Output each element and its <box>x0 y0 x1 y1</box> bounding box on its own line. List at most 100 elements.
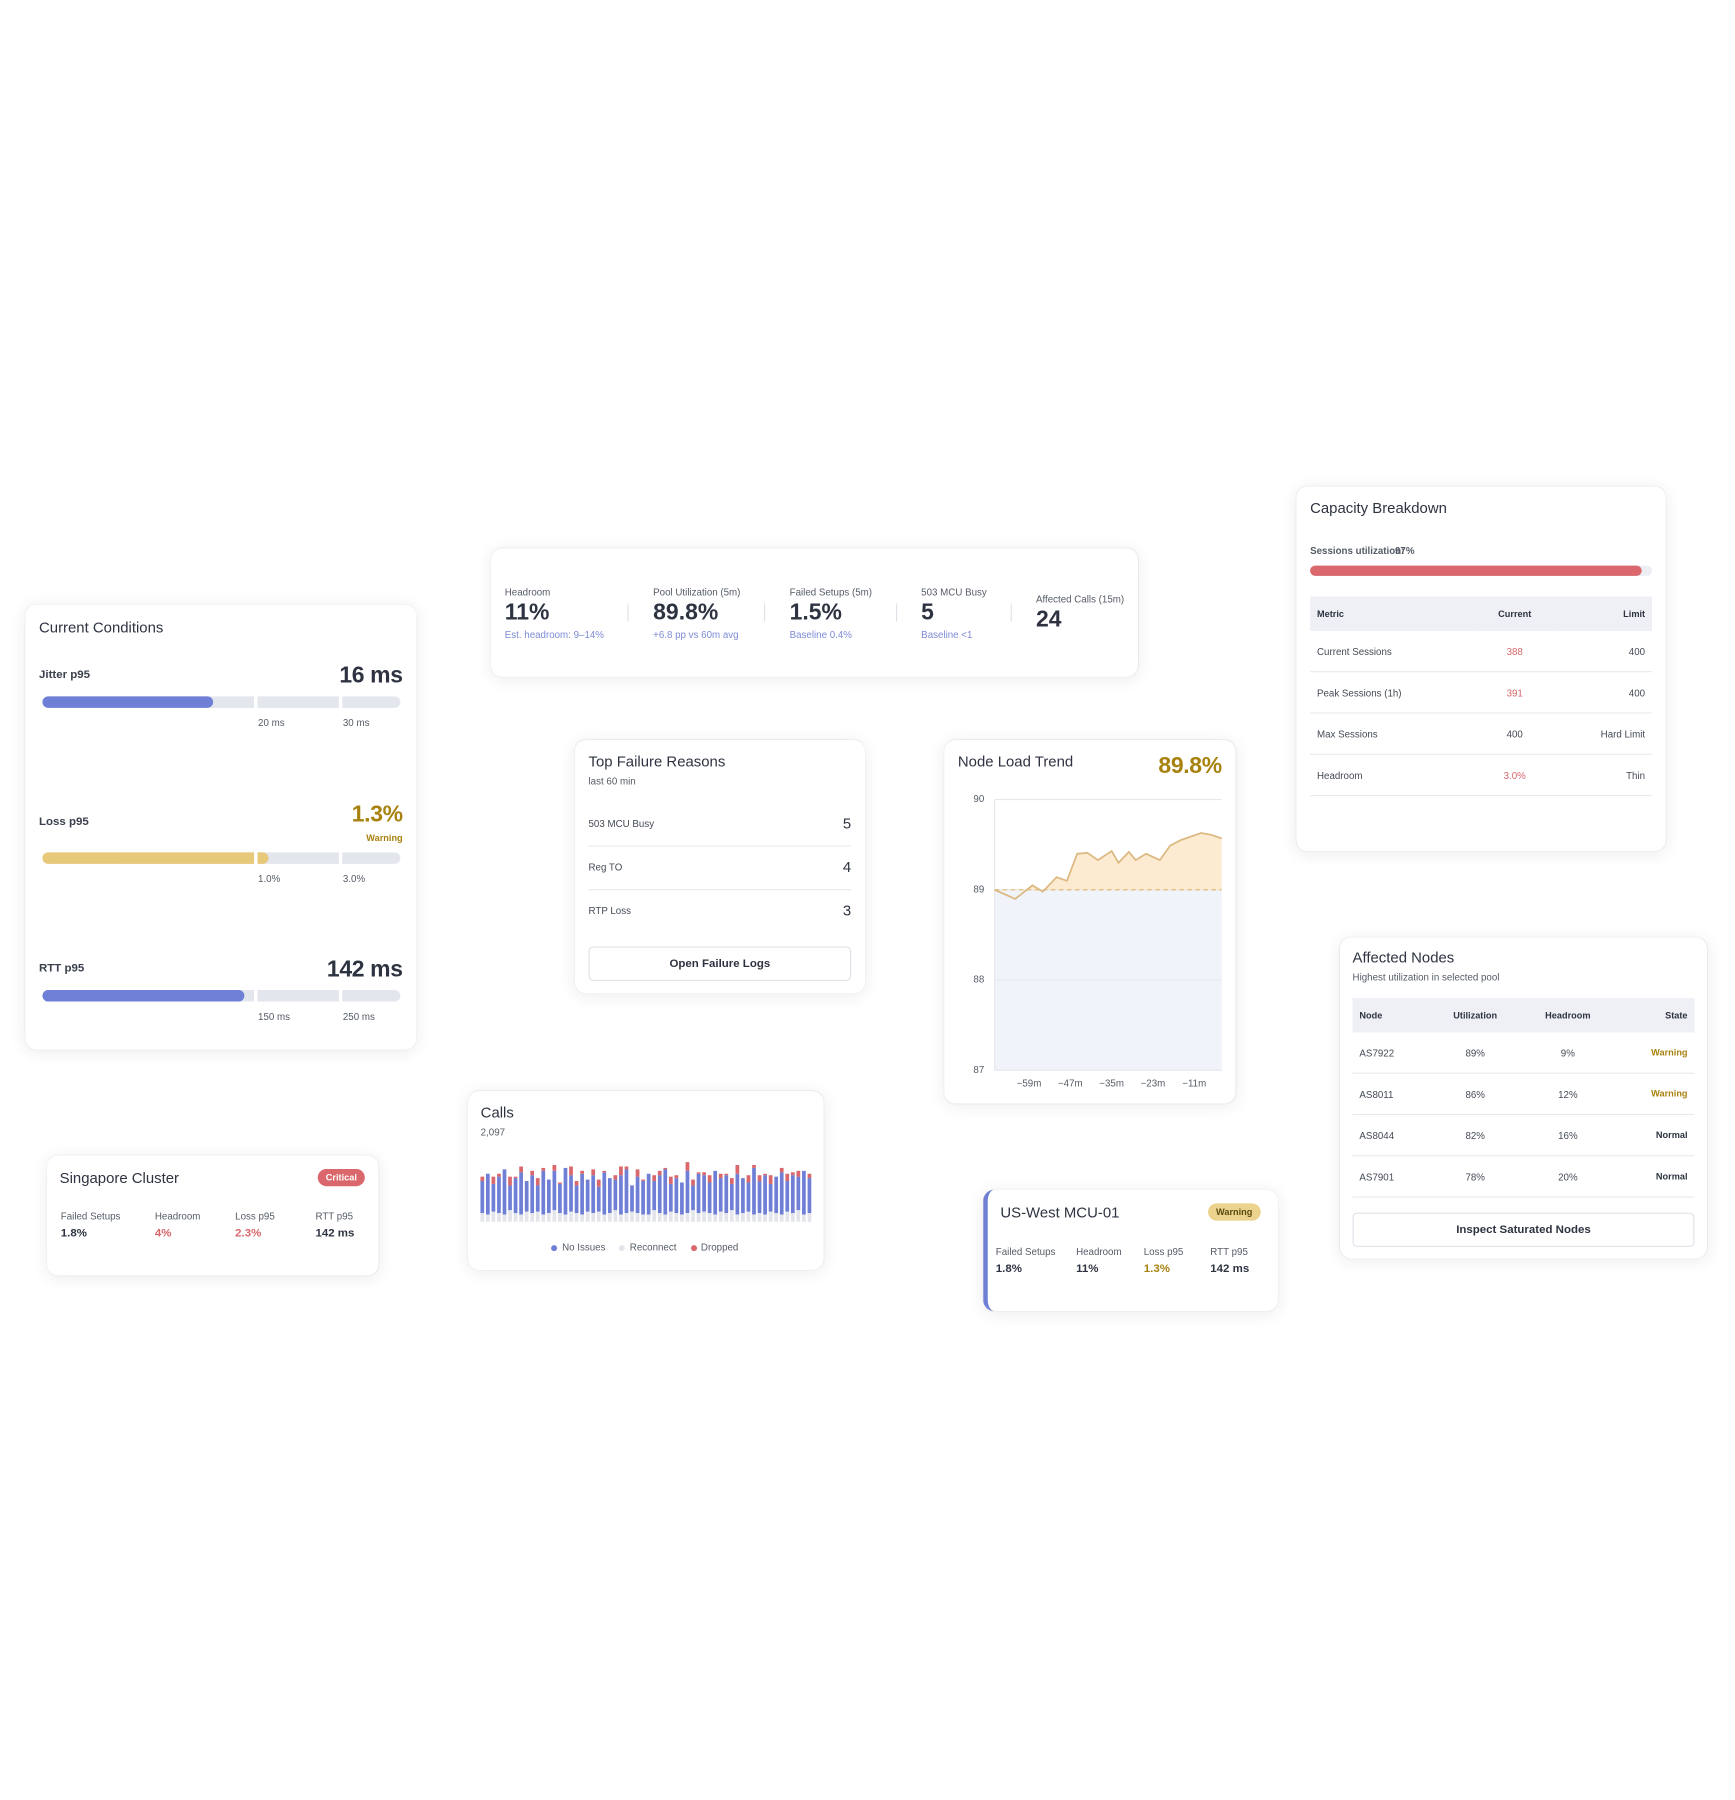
card-title: Capacity Breakdown <box>1310 499 1447 517</box>
bar-segment <box>668 1176 673 1184</box>
open-logs-button[interactable]: Open Failure Logs <box>588 946 852 981</box>
bar-segment <box>513 1178 518 1214</box>
kpi-label: Pool Utilization (5m) <box>653 585 741 598</box>
table-cell: Normal <box>1614 1155 1695 1198</box>
kpi-label: 503 MCU Busy <box>921 585 987 598</box>
bar-segment <box>519 1214 523 1222</box>
header-row: Node Utilization Headroom State <box>1352 998 1695 1033</box>
bar-segment <box>652 1210 657 1222</box>
bar-segment <box>796 1210 801 1222</box>
bar-fill <box>42 696 214 708</box>
bar-segment <box>574 1185 579 1214</box>
metric-label: RTT p95 <box>39 962 85 976</box>
table-row: AS8044 82% 16% Normal <box>1352 1114 1695 1157</box>
kpi-value: 1.5% <box>789 599 842 625</box>
kpi-value: 24 <box>1035 606 1062 632</box>
table-cell: Hard Limit <box>1554 712 1652 755</box>
bar-fill <box>42 990 245 1002</box>
utilization-value: 97% <box>1394 544 1415 557</box>
legend-label: No Issues <box>562 1243 605 1254</box>
bar-segment <box>580 1170 584 1174</box>
table-cell: Thin <box>1554 754 1652 797</box>
table-row: Max Sessions 400 Hard Limit <box>1310 712 1652 755</box>
bar-segment <box>724 1173 729 1176</box>
bar-segment <box>635 1176 640 1214</box>
bar-segment <box>774 1176 779 1214</box>
bar-segment <box>790 1172 795 1176</box>
bar-segment <box>619 1214 623 1222</box>
y-tick-label: 90 <box>973 794 984 805</box>
bar-segment <box>635 1213 640 1222</box>
table-cell: Headroom <box>1310 754 1476 797</box>
table-cell: Max Sessions <box>1310 712 1476 755</box>
column-header: Limit <box>1554 596 1652 631</box>
table-head: Node Utilization Headroom State <box>1352 998 1695 1033</box>
bar-segment <box>552 1170 557 1211</box>
bar-segment <box>702 1175 706 1212</box>
y-tick-label: 87 <box>973 1065 984 1076</box>
bar-segment <box>596 1186 601 1212</box>
legend-swatch <box>691 1245 698 1252</box>
bar-segment <box>596 1179 601 1187</box>
bar-segment <box>580 1173 584 1215</box>
kpi-value: 89.8% <box>653 599 719 625</box>
bar-segment <box>685 1170 690 1214</box>
bar-segment <box>641 1214 645 1222</box>
metric-value: 142 ms <box>326 956 403 983</box>
bar-segment <box>768 1211 773 1222</box>
metric-value: 1.3% <box>351 801 403 828</box>
table-body: AS7922 89% 9% Warning AS8011 86% 12% Warning AS8… <box>1352 1032 1695 1198</box>
affected-nodes-card: Affected Nodes Highest utilization in sel… <box>1339 937 1708 1259</box>
bar-segment <box>774 1213 779 1222</box>
reason-label: RTP Loss <box>588 905 631 917</box>
bar-segment <box>763 1175 767 1215</box>
bar-segment <box>497 1213 501 1222</box>
bar-segment <box>646 1214 651 1222</box>
table-cell: 78% <box>1429 1155 1521 1198</box>
singapore-card: Singapore Cluster Critical Failed Setups 1.… <box>47 1155 379 1276</box>
bar-segment <box>535 1178 540 1186</box>
calls-total: 2,097 <box>480 1126 506 1138</box>
metric-label: Loss p95 <box>235 1210 275 1222</box>
bar-segment <box>524 1181 529 1212</box>
bar-segment <box>508 1185 512 1211</box>
table-cell: AS8044 <box>1352 1114 1430 1157</box>
table-cell: Warning <box>1614 1073 1695 1116</box>
bar-segment <box>729 1183 734 1211</box>
status-badge: Warning <box>1208 1203 1261 1221</box>
kpi-row: Headroom 11% Est. headroom: 9–14% Pool Util… <box>505 548 1124 676</box>
bar-segment <box>752 1214 756 1222</box>
table-cell: 16% <box>1520 1114 1615 1157</box>
bar-segment <box>502 1169 507 1215</box>
threshold-label: 3.0% <box>342 872 366 885</box>
bar-segment <box>574 1181 579 1186</box>
inspect-button[interactable]: Inspect Saturated Nodes <box>1352 1212 1695 1248</box>
card-subtitle: last 60 min <box>588 775 636 787</box>
x-tick-label: −59m <box>1017 1079 1042 1090</box>
x-tick-label: −35m <box>1099 1079 1124 1090</box>
bar-segment <box>763 1214 767 1222</box>
bar-segment <box>790 1213 795 1222</box>
kpi: 503 MCU Busy 5 Baseline <1 <box>921 586 987 640</box>
bar-segment <box>613 1179 618 1211</box>
bar-segment <box>713 1214 718 1222</box>
table-row: Peak Sessions (1h) 391 400 <box>1310 671 1652 714</box>
bar-segment <box>519 1166 523 1173</box>
threshold-label: 250 ms <box>342 1010 375 1023</box>
bar-segment <box>702 1172 706 1176</box>
table-cell: 388 <box>1475 630 1555 673</box>
metric-label: Headroom <box>154 1210 201 1222</box>
bar-segment <box>480 1176 485 1182</box>
metric-label: RTT p95 <box>315 1210 354 1222</box>
table-cell: Warning <box>1614 1032 1695 1074</box>
bar-segment <box>619 1175 623 1215</box>
metric-value: 11% <box>1076 1263 1099 1276</box>
bar-segment <box>524 1211 529 1222</box>
node-load-card: Node Load Trend 89.8% 87 88 89 90 −59m −47m −35m… <box>944 739 1236 1104</box>
bar-segment <box>585 1211 590 1222</box>
stacked-bar-chart: No Issues Reconnect Dropped <box>480 1162 812 1254</box>
bar-segment <box>546 1179 551 1214</box>
bar-segment <box>718 1211 723 1222</box>
bar-segment <box>630 1185 634 1212</box>
us-west-card: US-West MCU-01 Warning Failed Setups 1.8% He… <box>983 1189 1278 1312</box>
